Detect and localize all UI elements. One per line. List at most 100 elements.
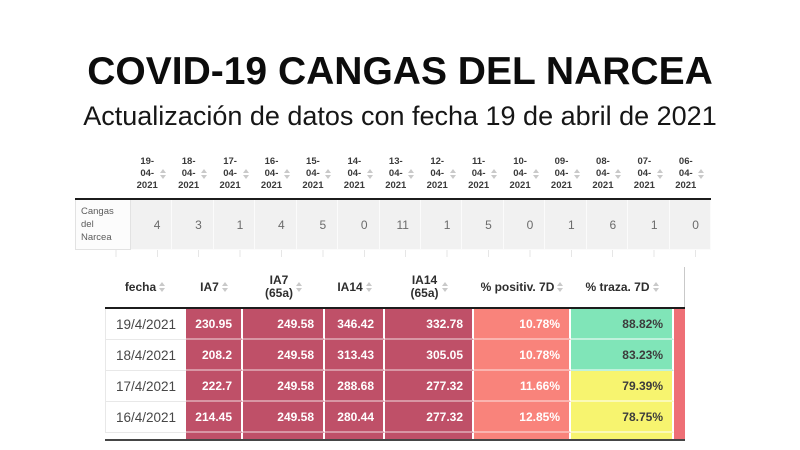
daily-cases-header-row: 19- 04- 2021 18- 04- 2021 17- 04- 2021 16- 04- 2… bbox=[75, 149, 711, 198]
column-header-date-07-04[interactable]: 07- 04- 2021 bbox=[628, 149, 669, 198]
sort-arrows-icon[interactable] bbox=[366, 169, 374, 179]
cell-positiv-7d: 12.85% bbox=[474, 402, 571, 433]
sort-arrows-icon[interactable] bbox=[201, 169, 208, 179]
sort-arrows-icon[interactable] bbox=[652, 282, 660, 292]
column-header-ia14[interactable]: IA14 bbox=[325, 267, 385, 307]
column-header-date-19-04[interactable]: 19- 04- 2021 bbox=[131, 149, 172, 198]
column-header-date-18-04[interactable]: 18- 04- 2021 bbox=[172, 149, 213, 198]
sort-arrows-icon[interactable] bbox=[615, 169, 622, 179]
page-subtitle: Actualización de datos con fecha 19 de a… bbox=[83, 101, 717, 131]
date-label: 06- 04- 2021 bbox=[675, 156, 697, 191]
column-header-date-09-04[interactable]: 09- 04- 2021 bbox=[545, 149, 586, 198]
column-header-ia7-65a[interactable]: IA7 (65a) bbox=[243, 267, 325, 307]
cell-ia14-65a: 305.05 bbox=[385, 340, 474, 371]
cell-ia7: 222.7 bbox=[186, 371, 243, 402]
partial-row-cell bbox=[105, 433, 186, 439]
cutoff-column-strip bbox=[674, 309, 685, 340]
partial-row-cell bbox=[186, 433, 243, 439]
partial-row-cell bbox=[325, 433, 385, 439]
column-header-date-15-04[interactable]: 15- 04- 2021 bbox=[297, 149, 338, 198]
column-header-date-12-04[interactable]: 12- 04- 2021 bbox=[421, 149, 462, 198]
sort-arrows-icon[interactable] bbox=[221, 282, 229, 292]
cases-cell: 4 bbox=[255, 200, 297, 250]
column-header-date-06-04[interactable]: 06- 04- 2021 bbox=[670, 149, 711, 198]
header-label: IA7 bbox=[200, 280, 219, 294]
indicators-table: fecha IA7 IA7 (65a) IA14 IA14 (65a) % posi… bbox=[105, 267, 685, 441]
cell-traza-7d: 88.82% bbox=[571, 309, 674, 340]
sort-arrows-icon[interactable] bbox=[491, 169, 498, 179]
row-header-municipality: Cangas del Narcea bbox=[75, 200, 131, 250]
partial-row-cell bbox=[385, 433, 474, 439]
header-label: IA14 (65a) bbox=[410, 273, 439, 300]
date-label: 15- 04- 2021 bbox=[302, 156, 324, 191]
column-header-date-17-04[interactable]: 17- 04- 2021 bbox=[214, 149, 255, 198]
cell-ia7: 208.2 bbox=[186, 340, 243, 371]
date-label: 07- 04- 2021 bbox=[633, 156, 655, 191]
sort-arrows-icon[interactable] bbox=[532, 169, 540, 179]
sort-arrows-icon[interactable] bbox=[698, 169, 705, 179]
table-row: 17/4/2021 222.7 249.58 288.68 277.32 11.… bbox=[105, 371, 685, 402]
column-header-date-10-04[interactable]: 10- 04- 2021 bbox=[504, 149, 545, 198]
cases-cell: 1 bbox=[545, 200, 587, 250]
table-row: 19/4/2021 230.95 249.58 346.42 332.78 10… bbox=[105, 309, 685, 340]
sort-arrows-icon[interactable] bbox=[441, 282, 449, 292]
partial-row-cell bbox=[571, 433, 674, 439]
cell-positiv-7d: 10.78% bbox=[474, 340, 571, 371]
sort-arrows-icon[interactable] bbox=[656, 169, 664, 179]
column-header-date-16-04[interactable]: 16- 04- 2021 bbox=[255, 149, 296, 198]
cell-fecha: 16/4/2021 bbox=[105, 402, 186, 433]
cases-cell: 0 bbox=[338, 200, 380, 250]
sort-arrows-icon[interactable] bbox=[159, 282, 166, 292]
column-header-traza-7d[interactable]: % traza. 7D bbox=[571, 267, 674, 307]
header-label: IA7 (65a) bbox=[264, 273, 293, 300]
cell-ia14: 280.44 bbox=[325, 402, 385, 433]
sort-arrows-icon[interactable] bbox=[284, 169, 291, 179]
cell-ia14: 288.68 bbox=[325, 371, 385, 402]
date-label: 19- 04- 2021 bbox=[136, 156, 158, 191]
column-header-ia14-65a[interactable]: IA14 (65a) bbox=[385, 267, 474, 307]
cases-cell: 6 bbox=[586, 200, 629, 250]
page-title: COVID-19 CANGAS DEL NARCEA bbox=[87, 50, 713, 93]
column-header-ia7[interactable]: IA7 bbox=[186, 267, 243, 307]
column-header-date-08-04[interactable]: 08- 04- 2021 bbox=[587, 149, 628, 198]
header-label: % positiv. 7D bbox=[480, 280, 555, 294]
cell-ia7-65a: 249.58 bbox=[243, 402, 325, 433]
cutoff-column-header bbox=[674, 267, 685, 307]
cell-ia7-65a: 249.58 bbox=[243, 340, 325, 371]
sort-arrows-icon[interactable] bbox=[325, 169, 332, 179]
header-label: fecha bbox=[124, 280, 157, 294]
sort-arrows-icon[interactable] bbox=[365, 282, 373, 292]
header-label: % traza. 7D bbox=[585, 280, 650, 294]
cases-cell: 0 bbox=[503, 200, 546, 250]
sort-arrows-icon[interactable] bbox=[159, 169, 167, 179]
date-label: 10- 04- 2021 bbox=[509, 156, 531, 191]
column-header-fecha[interactable]: fecha bbox=[105, 267, 186, 307]
sort-arrows-icon[interactable] bbox=[296, 282, 303, 292]
date-label: 18- 04- 2021 bbox=[178, 156, 200, 191]
sort-arrows-icon[interactable] bbox=[574, 169, 581, 179]
date-label: 13- 04- 2021 bbox=[385, 156, 407, 191]
daily-cases-table: 19- 04- 2021 18- 04- 2021 17- 04- 2021 16- 04- 2… bbox=[75, 149, 711, 257]
date-label: 09- 04- 2021 bbox=[550, 156, 573, 191]
column-header-date-13-04[interactable]: 13- 04- 2021 bbox=[380, 149, 421, 198]
table-row: 16/4/2021 214.45 249.58 280.44 277.32 12… bbox=[105, 402, 685, 433]
sort-arrows-icon[interactable] bbox=[449, 169, 457, 179]
date-label: 14- 04- 2021 bbox=[343, 156, 365, 191]
cell-positiv-7d: 10.78% bbox=[474, 309, 571, 340]
cell-ia7: 214.45 bbox=[186, 402, 243, 433]
column-header-date-14-04[interactable]: 14- 04- 2021 bbox=[338, 149, 379, 198]
header-label: IA14 bbox=[337, 280, 363, 294]
cell-ia7-65a: 249.58 bbox=[243, 371, 325, 402]
sort-arrows-icon[interactable] bbox=[557, 282, 564, 292]
cell-positiv-7d: 11.66% bbox=[474, 371, 571, 402]
cases-cell: 3 bbox=[172, 200, 214, 250]
cell-ia14-65a: 332.78 bbox=[385, 309, 474, 340]
sort-arrows-icon[interactable] bbox=[242, 169, 250, 179]
sort-arrows-icon[interactable] bbox=[408, 169, 415, 179]
cell-traza-7d: 83.23% bbox=[571, 340, 674, 371]
date-label: 12- 04- 2021 bbox=[426, 156, 448, 191]
cell-ia14-65a: 277.32 bbox=[385, 402, 474, 433]
column-header-date-11-04[interactable]: 11- 04- 2021 bbox=[462, 149, 503, 198]
column-header-positiv-7d[interactable]: % positiv. 7D bbox=[474, 267, 571, 307]
table-row: 18/4/2021 208.2 249.58 313.43 305.05 10.… bbox=[105, 340, 685, 371]
